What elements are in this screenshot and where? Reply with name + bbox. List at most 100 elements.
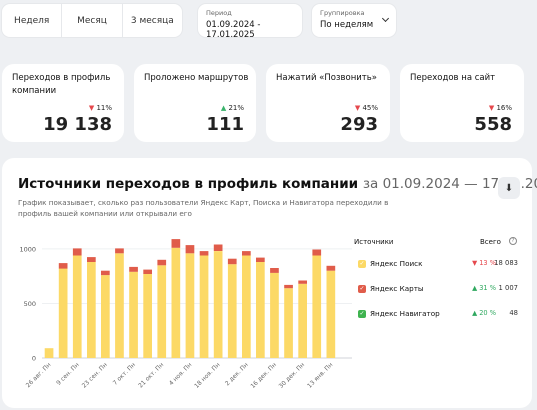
bar-segment-search[interactable] (185, 253, 195, 358)
x-tick-label: 18 ноя. Пн (193, 361, 221, 389)
tab-week[interactable]: Неделя (2, 4, 63, 37)
kpi-title: Проложено маршрутов (144, 73, 249, 83)
kpi-value: 111 (206, 114, 244, 135)
bar-segment-search[interactable] (72, 255, 82, 359)
x-tick-label: 13 янв. Пн (306, 361, 334, 389)
grouping-value: По неделям (320, 20, 374, 30)
bar-segment-maps[interactable] (256, 257, 265, 262)
legend-header: Источники (354, 238, 394, 246)
period-value: 01.09.2024 - 17.01.2025 (206, 20, 261, 40)
chart-title: Источники переходов в профиль компании з… (18, 176, 537, 192)
legend-item-total: 18 083 (494, 259, 518, 267)
legend-item-total: 1 007 (498, 284, 518, 292)
bar-segment-search[interactable] (143, 274, 152, 358)
period-label: Период (206, 9, 232, 17)
kpi-title: Переходов на сайт (410, 73, 496, 83)
legend-item-label: Яндекс Поиск (370, 259, 423, 268)
grouping-select[interactable]: Группировка По неделям (312, 4, 396, 37)
bar-segment-search[interactable] (298, 283, 307, 358)
x-tick-label: 23 сен. Пн (81, 361, 109, 389)
kpi-card-calls[interactable]: Нажатий «Позвонить» ▼ 45% 293 (266, 64, 390, 142)
kpi-value: 558 (474, 114, 512, 135)
legend-total-header: Всего (480, 238, 501, 246)
bar-segment-maps[interactable] (270, 268, 279, 273)
x-tick-label: 9 сен. Пн (55, 361, 80, 386)
kpi-card-site-visits[interactable]: Переходов на сайт ▼ 16% 558 (400, 64, 524, 142)
bar-segment-search[interactable] (115, 253, 124, 358)
legend-item-label: Яндекс Карты (370, 284, 424, 293)
kpi-card-routes[interactable]: Проложено маршрутов ▲ 21% 111 (134, 64, 256, 142)
bar-segment-maps[interactable] (284, 284, 293, 289)
download-button[interactable]: ⬇ (498, 177, 520, 199)
bar-segment-maps[interactable] (171, 239, 181, 248)
period-preset-tabs: Неделя Месяц 3 месяца (2, 4, 182, 37)
bar-segment-search[interactable] (199, 255, 209, 359)
tab-3-months[interactable]: 3 месяца (130, 15, 174, 26)
bar-segment-search[interactable] (58, 268, 68, 359)
x-tick-label: 2 дек. Пн (224, 361, 250, 387)
bar-segment-search[interactable] (312, 255, 322, 359)
bar-segment-search[interactable] (101, 275, 110, 358)
bar-segment-maps[interactable] (213, 244, 223, 252)
bar-segment-search[interactable] (213, 251, 223, 358)
x-tick-label: 7 окт. Пн (112, 361, 137, 386)
y-tick-label: 0 (32, 355, 36, 363)
bar-segment-search[interactable] (284, 288, 293, 358)
bar-segment-maps[interactable] (157, 259, 167, 266)
bar-segment-maps[interactable] (115, 248, 124, 254)
x-tick-label: 21 окт. Пн (137, 361, 165, 389)
bar-segment-search[interactable] (227, 264, 237, 358)
kpi-delta: ▼ 45% (354, 104, 378, 112)
legend-item-delta: ▼ 13 % (472, 259, 496, 267)
bar-segment-search[interactable] (157, 265, 167, 358)
trend-down-icon: ▼ (488, 104, 495, 112)
bar-segment-maps[interactable] (87, 257, 96, 262)
bar-segment-search[interactable] (326, 270, 336, 358)
bar-segment-maps[interactable] (185, 245, 195, 254)
bar-segment-maps[interactable] (129, 266, 138, 272)
legend-item-total: 48 (509, 309, 518, 317)
tab-month[interactable]: Месяц (62, 4, 123, 37)
kpi-delta: ▼ 16% (488, 104, 512, 112)
legend-item-maps[interactable]: ✓ Яндекс Карты ▲ 31 % 1 007 (354, 282, 524, 302)
checkbox-icon[interactable]: ✓ (358, 260, 366, 268)
bar-segment-maps[interactable] (199, 251, 209, 256)
checkbox-icon[interactable]: ✓ (358, 310, 366, 318)
y-tick-label: 500 (24, 300, 36, 308)
download-icon: ⬇ (504, 182, 514, 194)
bar-segment-maps[interactable] (101, 270, 110, 276)
bar-segment-maps[interactable] (298, 280, 307, 284)
bar-segment-search[interactable] (256, 262, 265, 358)
bar-segment-maps[interactable] (312, 249, 322, 256)
bar-segment-maps[interactable] (143, 269, 152, 274)
kpi-delta: ▼ 11% (88, 104, 112, 112)
bar-segment-search[interactable] (242, 255, 251, 359)
period-picker[interactable]: Период 01.09.2024 - 17.01.2025 (198, 4, 302, 40)
kpi-title: Переходов в профиль компании (12, 73, 111, 96)
stacked-bar-chart: 0 500 1000 26 авг. Пн 9 сен. Пн 23 сен. Пн 7 о… (19, 239, 352, 390)
kpi-value: 19 138 (43, 114, 112, 135)
bar-segment-maps[interactable] (227, 258, 237, 265)
bar-segment-search[interactable] (270, 272, 279, 358)
grouping-label: Группировка (320, 9, 365, 17)
kpi-card-profile-visits[interactable]: Переходов в профиль компании ▼ 11% 19 13… (2, 64, 124, 142)
kpi-value: 293 (340, 114, 378, 135)
trend-down-icon: ▼ (88, 104, 95, 112)
bar-segment-maps[interactable] (242, 251, 251, 256)
legend-item-search[interactable]: ✓ Яндекс Поиск ▼ 13 % 18 083 (354, 257, 524, 277)
legend-item-navigator[interactable]: ✓ Яндекс Навигатор ▲ 20 % 48 (354, 307, 524, 327)
bar-segment-search[interactable] (171, 247, 181, 358)
chart-description: График показывает, сколько раз пользоват… (18, 198, 389, 218)
bar-segment-maps[interactable] (58, 263, 68, 269)
bar-segment-search[interactable] (129, 271, 138, 358)
bar-segment-maps[interactable] (72, 248, 82, 256)
checkbox-icon[interactable]: ✓ (358, 285, 366, 293)
x-tick-label: 16 дек. Пн (249, 361, 278, 390)
bar-segment-search[interactable] (87, 262, 96, 358)
bar-segment-search[interactable] (44, 348, 54, 358)
traffic-sources-card: Источники переходов в профиль компании з… (2, 158, 537, 408)
bar-segment-maps[interactable] (326, 265, 336, 271)
x-tick-label: 30 дек. Пн (278, 361, 307, 390)
help-icon[interactable]: ? (509, 237, 517, 245)
kpi-title: Нажатий «Позвонить» (276, 73, 377, 83)
